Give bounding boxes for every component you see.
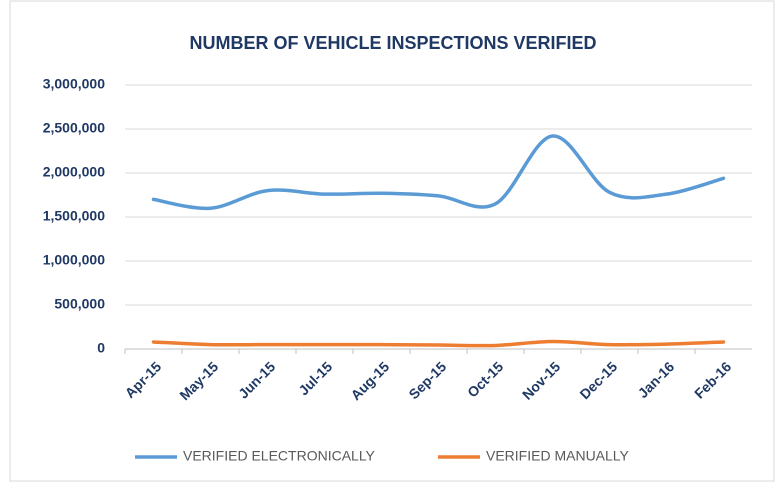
y-tick-label: 3,000,000 — [43, 76, 105, 92]
y-tick-label: 2,500,000 — [43, 120, 105, 136]
y-tick-label: 1,000,000 — [43, 252, 105, 268]
y-tick-label: 2,000,000 — [43, 164, 105, 180]
legend-label: VERIFIED ELECTRONICALLY — [183, 448, 376, 464]
y-tick-label: 0 — [97, 340, 105, 356]
series-line — [151, 134, 726, 211]
series-line — [151, 339, 726, 348]
legend-label: VERIFIED MANUALLY — [486, 448, 630, 464]
chart-border — [9, 0, 775, 482]
y-tick-label: 1,500,000 — [43, 208, 105, 224]
chart-title: NUMBER OF VEHICLE INSPECTIONS VERIFIED — [189, 33, 596, 53]
y-tick-label: 500,000 — [54, 296, 105, 312]
